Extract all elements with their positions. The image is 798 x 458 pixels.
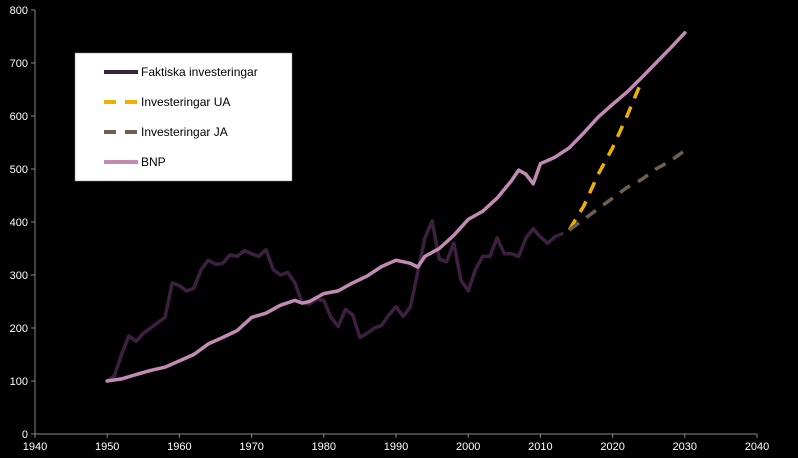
x-tick-label: 1950 <box>95 441 119 453</box>
x-tick-label: 2030 <box>673 441 697 453</box>
legend-label-3: Investeringar JA <box>141 125 228 139</box>
x-axis-ticks: 1940 1950 1960 1970 1980 1990 2000 2010 2020 2030… <box>23 434 769 453</box>
y-axis-ticks: 0 100 200 300 400 500 600 700 800 <box>10 5 35 441</box>
x-tick-label: 1980 <box>312 441 336 453</box>
y-tick-label: 0 <box>22 429 28 441</box>
legend: Faktiska investeringar Investeringar UA In… <box>74 52 293 182</box>
series-line-2 <box>567 80 644 231</box>
y-tick-label: 400 <box>10 217 28 229</box>
x-tick-label: 1970 <box>239 441 263 453</box>
legend-label-2: Investeringar UA <box>141 95 230 109</box>
legend-box <box>74 52 293 182</box>
y-tick-label: 500 <box>10 164 28 176</box>
x-tick-label: 2010 <box>528 441 552 453</box>
x-tick-label: 2000 <box>456 441 480 453</box>
legend-label-1: Faktiska investeringar <box>141 65 258 79</box>
y-tick-label: 800 <box>10 5 28 17</box>
x-tick-label: 1940 <box>23 441 47 453</box>
x-tick-label: 1990 <box>384 441 408 453</box>
legend-label-4: BNP <box>141 155 166 169</box>
y-tick-label: 600 <box>10 111 28 123</box>
series-line-4 <box>105 31 687 383</box>
x-tick-label: 2040 <box>745 441 769 453</box>
y-tick-label: 300 <box>10 270 28 282</box>
series-line-3 <box>568 149 686 232</box>
y-tick-label: 200 <box>10 323 28 335</box>
x-tick-label: 2020 <box>600 441 624 453</box>
y-tick-label: 100 <box>10 376 28 388</box>
y-tick-label: 700 <box>10 58 28 70</box>
series-layer <box>105 31 687 383</box>
x-tick-label: 1960 <box>167 441 191 453</box>
series-line-1 <box>105 219 564 383</box>
